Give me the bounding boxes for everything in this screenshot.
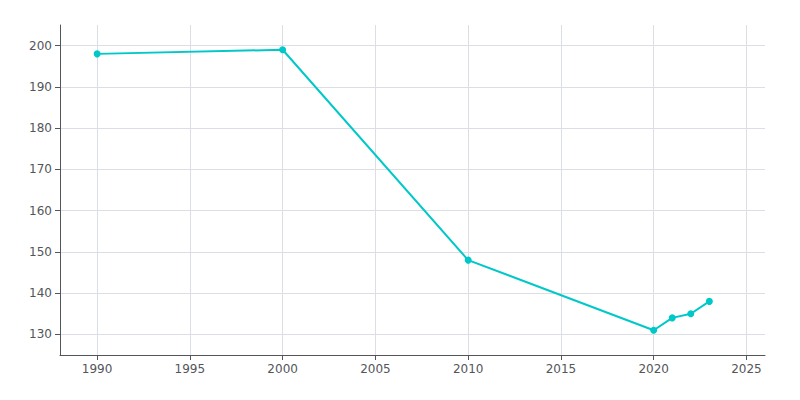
svg-text:2010: 2010 [453, 362, 484, 376]
svg-text:170: 170 [29, 162, 52, 176]
svg-text:180: 180 [29, 121, 52, 135]
svg-text:2005: 2005 [360, 362, 391, 376]
svg-text:2000: 2000 [267, 362, 298, 376]
svg-text:150: 150 [29, 245, 52, 259]
svg-text:200: 200 [29, 39, 52, 53]
svg-text:140: 140 [29, 286, 52, 300]
svg-text:1995: 1995 [175, 362, 206, 376]
svg-text:190: 190 [29, 80, 52, 94]
svg-text:1990: 1990 [82, 362, 113, 376]
svg-text:160: 160 [29, 204, 52, 218]
svg-text:130: 130 [29, 327, 52, 341]
svg-text:2015: 2015 [546, 362, 577, 376]
svg-text:2020: 2020 [638, 362, 669, 376]
svg-text:2025: 2025 [731, 362, 762, 376]
